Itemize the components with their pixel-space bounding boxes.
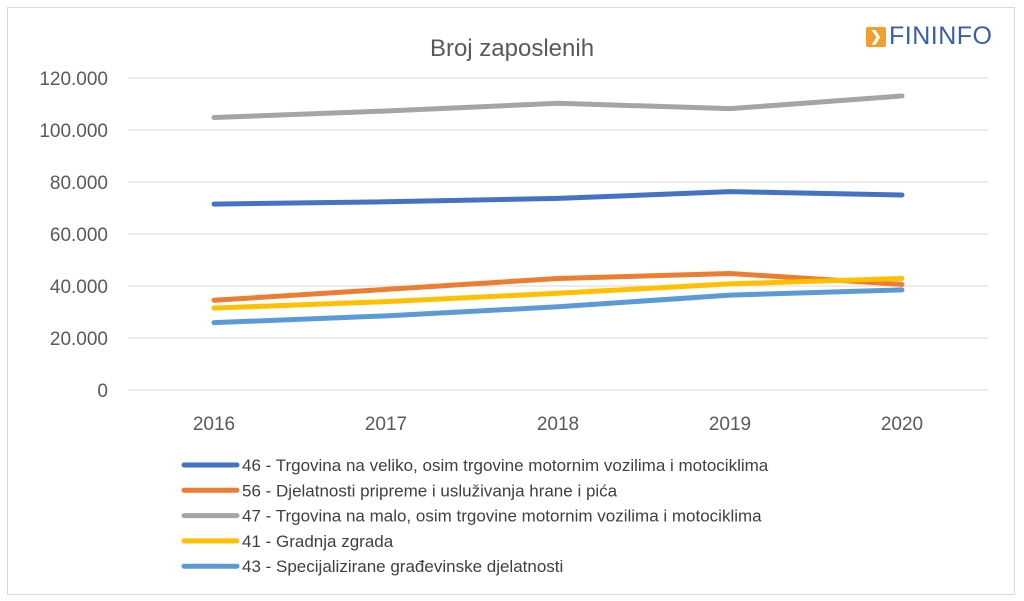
x-tick-label: 2018 xyxy=(537,414,579,435)
x-tick-label: 2019 xyxy=(709,414,751,435)
y-tick-label: 80.000 xyxy=(50,173,108,194)
chart-frame xyxy=(7,7,1015,595)
series-line xyxy=(211,287,905,326)
chart-title: Broj zaposlenih xyxy=(430,35,594,62)
logo-text: FININFO xyxy=(889,22,993,50)
legend-label: 41 - Gradnja zgrada xyxy=(242,532,394,551)
series-line xyxy=(211,275,905,311)
x-tick-label: 2016 xyxy=(193,414,235,435)
y-tick-label: 40.000 xyxy=(50,277,108,298)
legend-label: 46 - Trgovina na veliko, osim trgovine m… xyxy=(242,456,769,475)
legend-label: 43 - Specijalizirane građevinske djelatn… xyxy=(242,557,563,576)
x-tick-label: 2020 xyxy=(881,414,923,435)
legend-label: 47 - Trgovina na malo, osim trgovine mot… xyxy=(242,507,762,526)
series-line xyxy=(211,93,905,121)
y-tick-label: 60.000 xyxy=(50,225,108,246)
y-tick-label: 100.000 xyxy=(39,121,108,142)
arrow-icon: ❯ xyxy=(866,26,886,47)
x-tick-label: 2017 xyxy=(365,414,407,435)
y-tick-label: 0 xyxy=(97,381,108,402)
legend-label: 56 - Djelatnosti pripreme i usluživanja … xyxy=(242,481,618,500)
series-line xyxy=(211,271,905,303)
y-tick-label: 120.000 xyxy=(39,69,108,90)
y-tick-label: 20.000 xyxy=(50,329,108,350)
series-line xyxy=(211,189,905,207)
fininfo-logo: ❯ FININFO xyxy=(866,22,993,51)
